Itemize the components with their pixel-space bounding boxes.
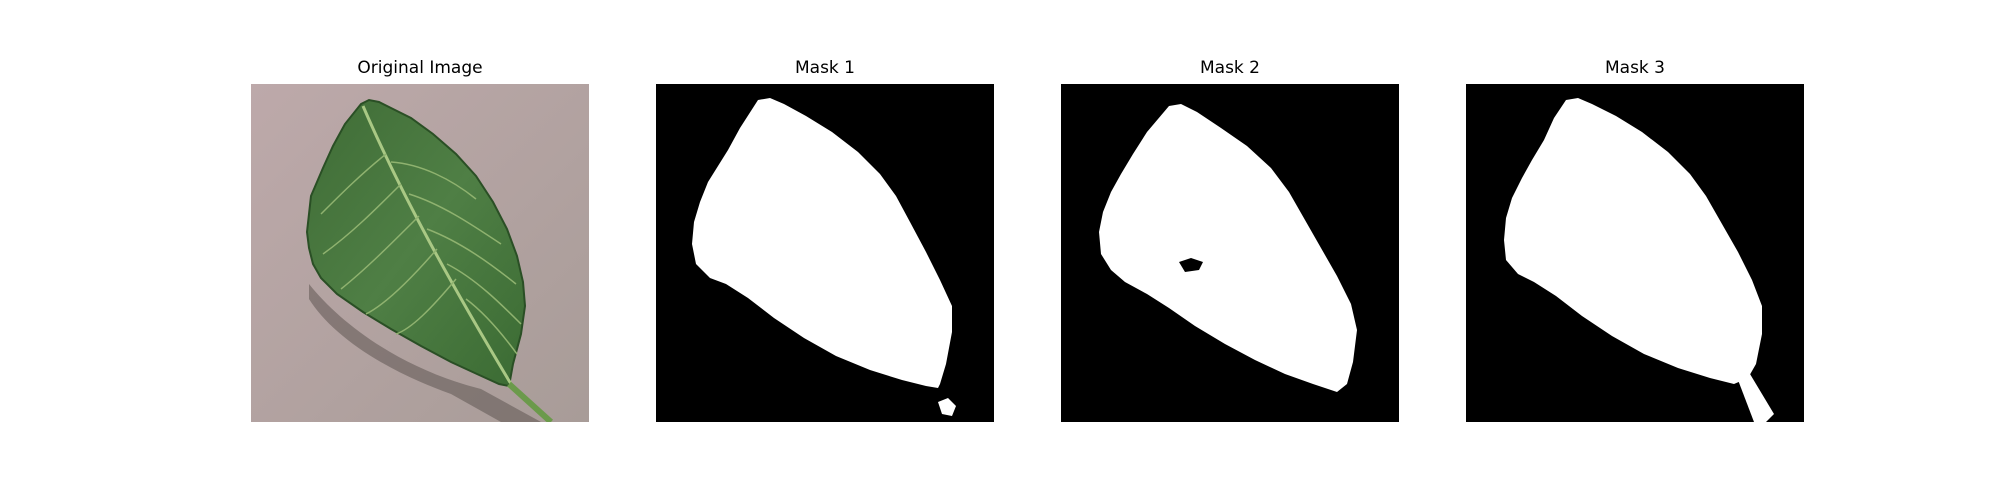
panel-title: Original Image <box>357 58 483 78</box>
leaf-midrib <box>361 105 553 422</box>
mask-2-panel: Mask 2 <box>1061 58 1399 422</box>
mask-3-image <box>1466 84 1804 422</box>
mask-1-image <box>656 84 994 422</box>
original-image-panel: Original Image <box>251 58 589 422</box>
mask-stem <box>1738 374 1774 422</box>
leaf-veins <box>320 153 522 355</box>
mask-1-panel: Mask 1 <box>656 58 994 422</box>
panel-title: Mask 2 <box>1199 58 1260 78</box>
mask-blob <box>938 398 956 416</box>
mask-region <box>692 98 952 388</box>
panel-title: Mask 1 <box>794 58 855 78</box>
leaf-photo <box>251 84 589 422</box>
mask-region <box>1504 98 1762 384</box>
leaf-stem <box>506 381 554 422</box>
panel-title: Mask 3 <box>1604 58 1665 78</box>
mask-hole <box>1179 258 1203 272</box>
mask-region <box>1099 104 1357 392</box>
mask-3-panel: Mask 3 <box>1466 58 1804 422</box>
mask-2-image <box>1061 84 1399 422</box>
